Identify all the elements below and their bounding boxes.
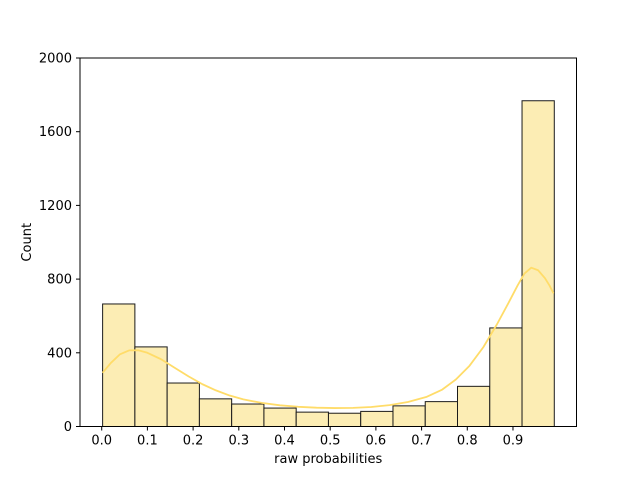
histogram-bars xyxy=(102,100,555,428)
plot-border xyxy=(79,57,577,427)
y-tick-label: 1200 xyxy=(39,199,72,214)
y-tick-label: 0 xyxy=(64,420,72,435)
histogram-bar xyxy=(198,398,233,427)
histogram-bar xyxy=(295,411,329,428)
x-tick-label: 0.4 xyxy=(274,434,295,449)
y-tick-label: 400 xyxy=(47,346,72,361)
y-tick-label: 800 xyxy=(47,273,72,288)
x-axis: 0.0 0.1 0.2 0.3 0.4 0.5 0.6 0.7 0.8 0.9 xyxy=(91,426,524,449)
x-tick-label: 0.5 xyxy=(320,434,341,449)
histogram-bar xyxy=(327,412,362,428)
histogram-bar xyxy=(102,303,136,427)
histogram-bar xyxy=(263,407,297,428)
x-axis-title: raw probabilities xyxy=(274,452,382,467)
x-tick-label: 0.1 xyxy=(137,434,158,449)
histogram-bar xyxy=(489,327,523,427)
kde-curve xyxy=(102,266,555,409)
y-tick-label: 1600 xyxy=(39,125,72,140)
kde-line xyxy=(102,266,555,409)
x-tick-label: 0.7 xyxy=(411,434,432,449)
histogram-bar xyxy=(134,346,168,427)
histogram-bar xyxy=(424,401,458,428)
x-tick-label: 0.2 xyxy=(183,434,204,449)
x-tick-label: 0.6 xyxy=(366,434,387,449)
histogram-bar xyxy=(231,403,265,427)
histogram-bar xyxy=(392,405,426,427)
histogram-bar xyxy=(166,382,200,427)
histogram-bar xyxy=(521,100,555,427)
y-tick-label: 2000 xyxy=(39,52,72,67)
y-axis: 0 400 800 1200 1600 2000 xyxy=(39,52,80,435)
x-tick-label: 0.9 xyxy=(503,434,524,449)
x-tick-label: 0.8 xyxy=(457,434,478,449)
y-axis-title: Count xyxy=(20,223,35,262)
histogram-bar xyxy=(360,410,394,428)
axes-spines xyxy=(79,57,577,427)
histogram-bar xyxy=(457,385,491,427)
x-tick-label: 0.0 xyxy=(91,434,112,449)
x-tick-label: 0.3 xyxy=(228,434,249,449)
